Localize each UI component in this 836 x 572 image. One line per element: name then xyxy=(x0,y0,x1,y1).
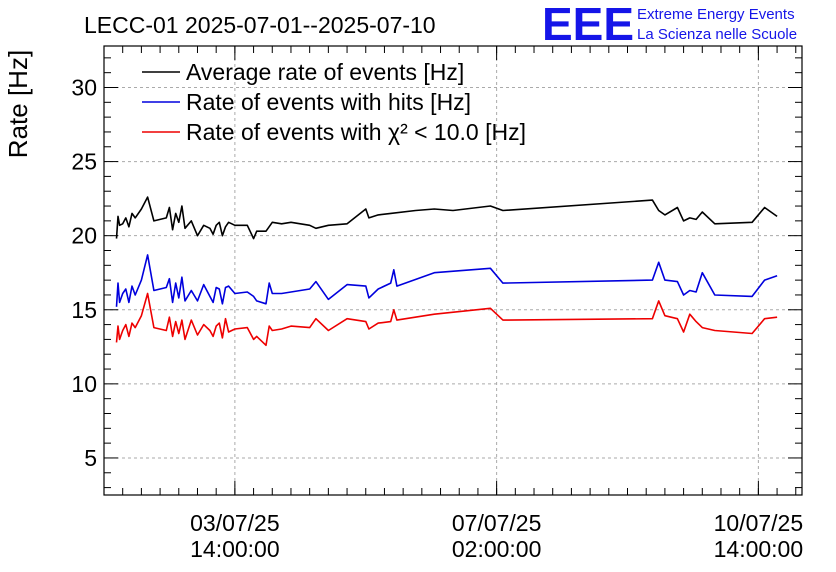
x-tick-time-2: 14:00:00 xyxy=(714,536,804,562)
legend-label-0: Average rate of events [Hz] xyxy=(186,59,464,85)
x-tick-time-0: 14:00:00 xyxy=(190,536,280,562)
y-axis-label: Rate [Hz] xyxy=(3,50,33,158)
series-line-1 xyxy=(115,254,778,307)
eee-logo-line2: La Scienza nelle Scuole xyxy=(637,26,797,43)
x-tick-date-1: 07/07/25 xyxy=(452,510,542,536)
legend-label-1: Rate of events with hits [Hz] xyxy=(186,89,471,115)
series-lines xyxy=(115,196,778,347)
legend: Average rate of events [Hz] Rate of event… xyxy=(142,59,526,145)
plot-frame xyxy=(103,45,803,496)
x-tick-time-1: 02:00:00 xyxy=(452,536,542,562)
y-tick-label-20: 20 xyxy=(71,223,97,249)
y-tick-label-10: 10 xyxy=(71,371,97,397)
y-tick-label-5: 5 xyxy=(84,445,97,471)
eee-logo: EEE Extreme Energy Events La Scienza nel… xyxy=(542,0,797,50)
legend-label-2: Rate of events with χ² < 10.0 [Hz] xyxy=(186,119,526,145)
chart-title: LECC-01 2025-07-01--2025-07-10 xyxy=(84,12,436,38)
tick-labels: 5101520253003/07/2514:00:0007/07/2502:00… xyxy=(71,74,803,562)
eee-logo-mark: EEE xyxy=(542,0,634,50)
series-line-0 xyxy=(115,196,778,240)
eee-logo-line1: Extreme Energy Events xyxy=(637,6,795,23)
y-tick-label-25: 25 xyxy=(71,149,97,175)
y-tick-label-30: 30 xyxy=(71,74,97,100)
grid-lines xyxy=(104,46,802,495)
x-tick-date-0: 03/07/25 xyxy=(190,510,280,536)
series-line-2 xyxy=(115,292,778,347)
y-tick-label-15: 15 xyxy=(71,297,97,323)
axes xyxy=(103,45,803,496)
x-tick-date-2: 10/07/25 xyxy=(714,510,804,536)
